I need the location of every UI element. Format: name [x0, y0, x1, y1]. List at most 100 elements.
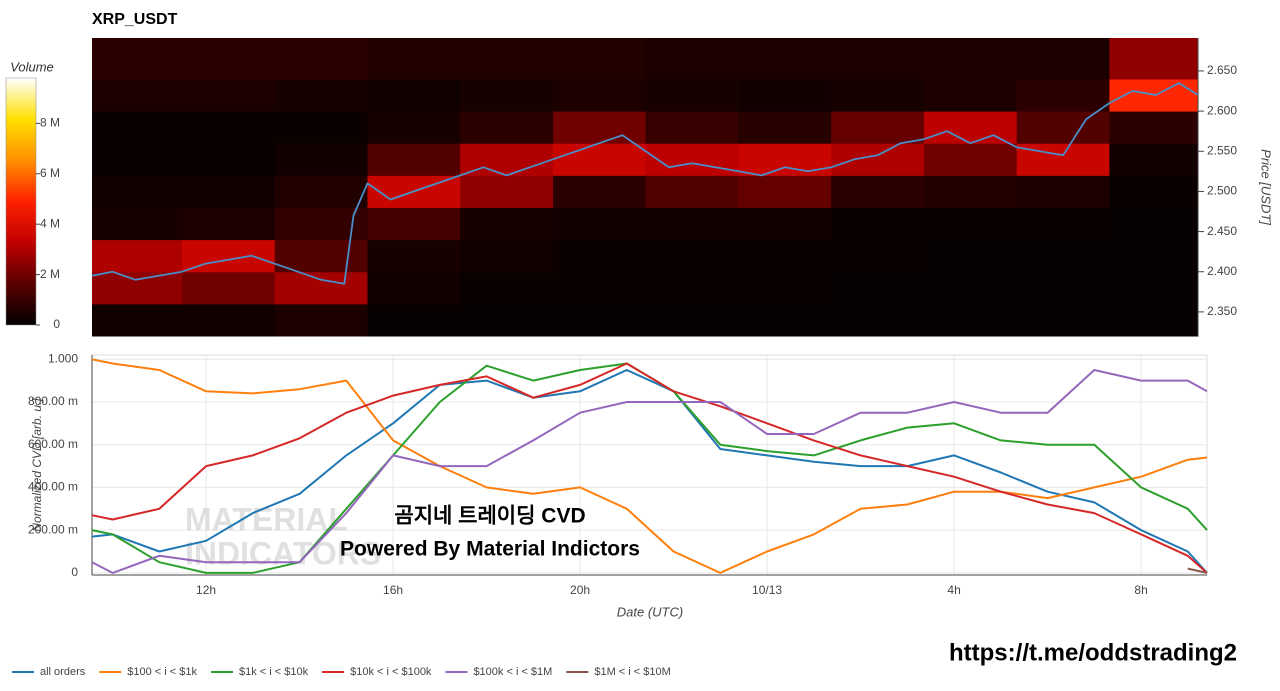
x-tick-label: 12h [196, 583, 216, 597]
heatmap-cell [923, 111, 1018, 144]
heatmap-cell [367, 207, 461, 241]
x-tick-label: 4h [947, 583, 960, 597]
heatmap-cell [1016, 303, 1110, 337]
cvd-line [91, 369, 1208, 574]
y-tick-label: 2.600 [1207, 103, 1237, 117]
cvd-line [91, 369, 1208, 574]
heatmap-cell [460, 239, 554, 273]
heatmap-cell [92, 207, 183, 241]
heatmap-cell [1016, 175, 1110, 208]
y-tick-label: 2.350 [1207, 304, 1237, 318]
heatmap-cell [274, 303, 368, 337]
y-tick-label: 2.400 [1207, 264, 1237, 278]
legend-label: $1M < i < $10M [594, 666, 670, 678]
heatmap-cell [923, 38, 1018, 80]
y-tick-label: 400.00 m [28, 480, 78, 494]
footer-link: https://t.me/oddstrading2 [949, 639, 1237, 666]
heatmap-cell [831, 239, 925, 273]
heatmap-cell [923, 303, 1018, 337]
heatmap-cell [92, 111, 183, 144]
x-axis-title: Date (UTC) [617, 604, 683, 619]
heatmap-cell [1016, 111, 1110, 144]
heatmap-cell [552, 175, 647, 208]
heatmap-cell [92, 78, 183, 112]
colorbar-title: Volume [10, 59, 54, 74]
heatmap-cell [552, 78, 647, 112]
colorbar-tick-label: 4 M [40, 216, 60, 230]
heatmap-cell [552, 38, 647, 80]
heatmap-cell [552, 111, 647, 144]
heatmap-cell [367, 271, 461, 305]
heatmap-cell [274, 143, 368, 176]
heatmap-cell [1109, 175, 1199, 208]
heatmap-cell [1016, 239, 1110, 273]
legend-label: all orders [40, 666, 86, 678]
heatmap-cell [181, 111, 276, 144]
heatmap-cell [460, 175, 554, 208]
y-tick-label: 800.00 m [28, 394, 78, 408]
y-tick-label: 0 [71, 565, 78, 579]
cvd-line [1187, 567, 1208, 574]
heatmap-cell [645, 143, 739, 176]
heatmap-cell [831, 143, 925, 176]
heatmap-cell [460, 303, 554, 337]
heatmap-cell [645, 111, 739, 144]
heatmap-cell [645, 38, 739, 80]
heatmap-cell [1109, 207, 1199, 241]
heatmap-cell [1109, 38, 1199, 80]
heatmap-cell [460, 207, 554, 241]
colorbar-tick-label: 6 M [40, 166, 60, 180]
heatmap-cell [367, 38, 461, 80]
heatmap-cell [645, 207, 739, 241]
heatmap-cell [923, 143, 1018, 176]
heatmap-cell [274, 111, 368, 144]
heatmap-cell [92, 38, 183, 80]
heatmap-cell [923, 271, 1018, 305]
heatmap-cell [1016, 207, 1110, 241]
heatmap-cell [552, 271, 647, 305]
heatmap-cell [274, 175, 368, 208]
heatmap-cell [552, 239, 647, 273]
heatmap-cell [367, 143, 461, 176]
y-tick-label: 200.00 m [28, 522, 78, 536]
heatmap-cell [552, 143, 647, 176]
y-tick-label: 600.00 m [28, 437, 78, 451]
heatmap-cell [92, 303, 183, 337]
heatmap-cell [460, 271, 554, 305]
colorbar [5, 77, 37, 326]
heatmap-cell [367, 111, 461, 144]
heatmap-cell [274, 239, 368, 273]
y-tick-label: 1.000 [48, 351, 78, 365]
heatmap-cell [1109, 303, 1199, 337]
heatmap-cell [831, 175, 925, 208]
heatmap-cell [831, 303, 925, 337]
legend-label: $100k < i < $1M [473, 666, 552, 678]
legend-label: $1k < i < $10k [239, 666, 309, 678]
heatmap-cell [831, 207, 925, 241]
heatmap-cell [1016, 271, 1110, 305]
heatmap-cell [738, 111, 832, 144]
heatmap-cell [923, 239, 1018, 273]
heatmap-cell [738, 303, 832, 337]
colorbar-tick-label: 0 [53, 317, 60, 331]
heatmap-cell [738, 271, 832, 305]
heatmap-cell [831, 271, 925, 305]
heatmap-cell [460, 78, 554, 112]
y-axis-title: Normalized CVD [arb. u.] [30, 398, 44, 532]
annotation: Powered By Material Indictors [340, 538, 640, 561]
heatmap-cell [181, 271, 276, 305]
annotation: 곰지네 트레이딩 CVD [394, 505, 585, 528]
heatmap-cell [923, 78, 1018, 112]
heatmap-cell [460, 111, 554, 144]
price-line [91, 82, 1199, 285]
x-tick-label: 20h [570, 583, 590, 597]
heatmap-cell [738, 143, 832, 176]
heatmap-cell [1016, 38, 1110, 80]
heatmap-cell [92, 175, 183, 208]
heatmap-cell [645, 303, 739, 337]
heatmap-cell [92, 143, 183, 176]
heatmap-cell [274, 78, 368, 112]
x-tick-label: 8h [1134, 583, 1147, 597]
heatmap-cell [738, 175, 832, 208]
cvd-line [91, 358, 1208, 574]
